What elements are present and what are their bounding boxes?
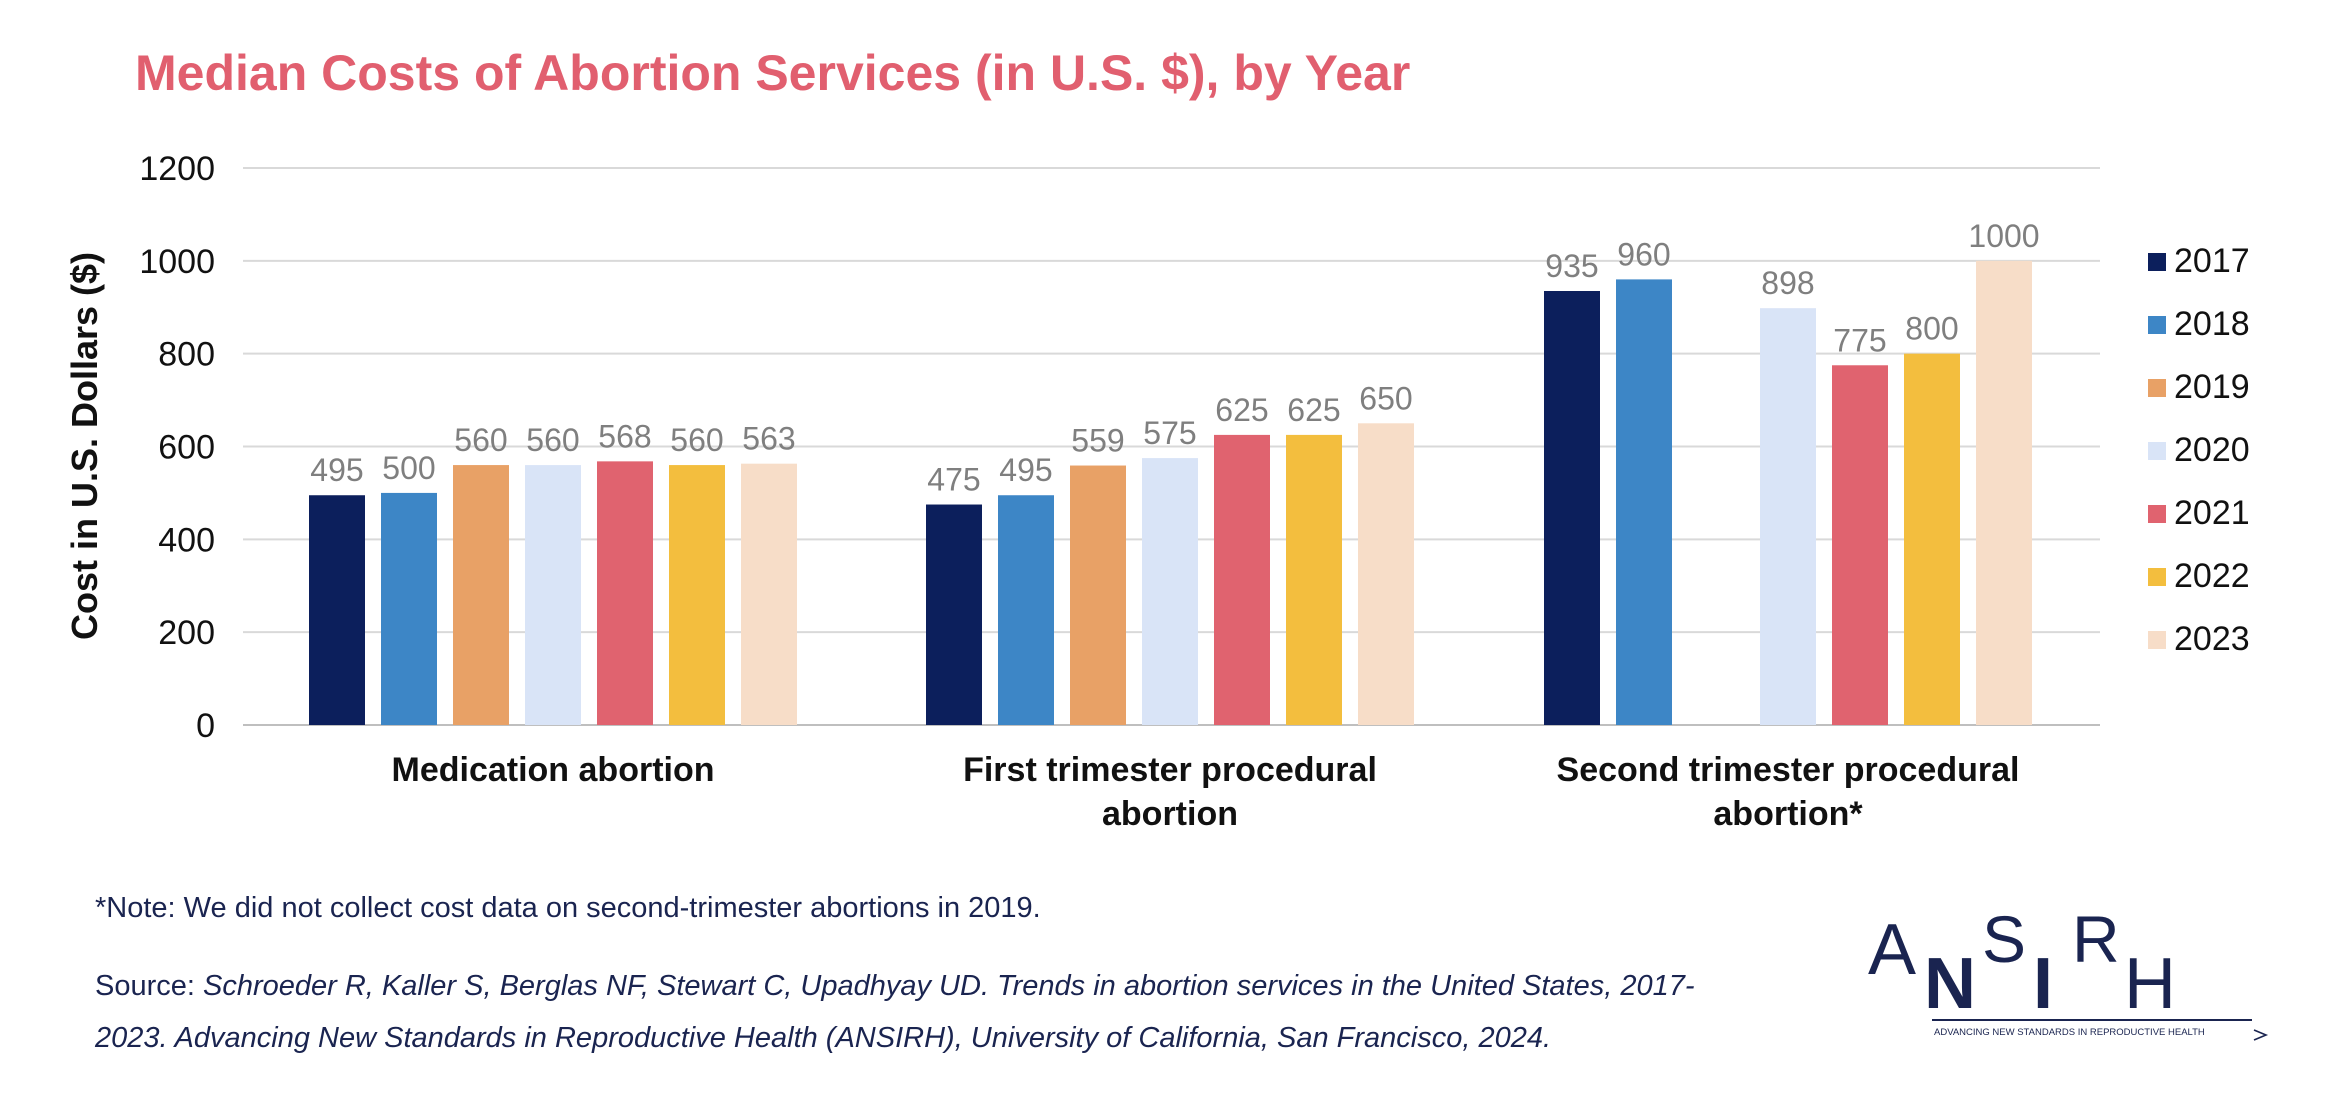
y-tick-label: 0 (196, 707, 215, 745)
source-text: Schroeder R, Kaller S, Berglas NF, Stewa… (95, 970, 1695, 1054)
bar (1544, 291, 1600, 725)
legend-item: 2020 (2148, 419, 2250, 482)
legend-swatch (2148, 567, 2166, 586)
legend-label: 2020 (2174, 431, 2250, 469)
legend-item: 2022 (2148, 545, 2250, 608)
legend-label: 2018 (2174, 305, 2250, 343)
y-axis-label: Cost in U.S. Dollars ($) (64, 251, 105, 641)
bar (669, 465, 725, 725)
x-tick-label-line: First trimester procedural (963, 751, 1377, 789)
x-tick-label-line: Medication abortion (391, 751, 715, 789)
chart-title: Median Costs of Abortion Services (in U.… (135, 45, 1411, 101)
data-label: 563 (742, 421, 795, 457)
data-label: 625 (1287, 392, 1340, 428)
data-label: 495 (999, 452, 1052, 488)
x-tick-label: Medication abortion (283, 748, 823, 792)
y-tick-label: 600 (158, 429, 215, 467)
logo-letter-h: H (2124, 944, 2176, 1024)
x-tick-label-line: abortion (1102, 795, 1238, 833)
data-label: 898 (1761, 265, 1814, 301)
bar (309, 495, 365, 725)
logo-arrow-icon (2253, 1029, 2269, 1041)
bar (1976, 260, 2032, 725)
legend-label: 2019 (2174, 368, 2250, 406)
data-label: 960 (1617, 236, 1670, 272)
y-tick-label: 800 (158, 336, 215, 374)
logo-letter-r: R (2072, 904, 2120, 976)
data-label: 560 (526, 422, 579, 458)
source-prefix: Source: (95, 970, 203, 1002)
legend-item: 2018 (2148, 293, 2250, 356)
logo-letter-i: I (2033, 944, 2053, 1024)
ansirh-logo: A N S I R H ADVANCING NEW STANDARDS IN R… (1868, 904, 2269, 1041)
x-tick-label: First trimester procedural abortion (900, 748, 1440, 836)
data-label: 500 (382, 450, 435, 486)
y-tick-label: 200 (158, 614, 215, 652)
logo-letter-s: S (1982, 904, 2026, 976)
x-tick-label-line: abortion* (1713, 795, 1863, 833)
data-label: 775 (1833, 322, 1886, 358)
data-label: 560 (670, 422, 723, 458)
x-tick-label-line: Second trimester procedural (1556, 751, 2020, 789)
bar (1142, 458, 1198, 725)
data-label: 568 (598, 418, 651, 454)
bar (525, 465, 581, 725)
legend-swatch (2148, 378, 2166, 397)
legend-swatch (2148, 252, 2166, 271)
data-label: 575 (1143, 415, 1196, 451)
bar (1214, 434, 1270, 725)
legend-swatch (2148, 315, 2166, 334)
data-label: 559 (1071, 423, 1124, 459)
y-tick-label: 1000 (139, 243, 215, 281)
logo-tagline: ADVANCING NEW STANDARDS IN REPRODUCTIVE … (1934, 1027, 2205, 1038)
legend-item: 2019 (2148, 356, 2250, 419)
bar (1286, 434, 1342, 725)
bar (926, 504, 982, 725)
x-tick-label: Second trimester procedural abortion* (1518, 748, 2058, 836)
legend-label: 2021 (2174, 494, 2250, 532)
legend-swatch (2148, 630, 2166, 649)
legend-swatch (2148, 441, 2166, 460)
legend-label: 2022 (2174, 557, 2250, 595)
bar (1760, 308, 1816, 725)
bar (1904, 353, 1960, 725)
y-tick-label: 400 (158, 521, 215, 559)
data-label: 475 (927, 462, 980, 498)
legend-item: 2023 (2148, 608, 2250, 671)
data-label: 800 (1905, 311, 1958, 347)
bar (597, 461, 653, 725)
bar (998, 495, 1054, 725)
data-label: 625 (1215, 392, 1268, 428)
bar (741, 463, 797, 725)
data-label: 935 (1545, 248, 1598, 284)
bar (1832, 365, 1888, 725)
chart-legend: 2017 2018 2019 2020 2021 2022 2023 (2148, 230, 2250, 671)
legend-item: 2021 (2148, 482, 2250, 545)
bar (381, 492, 437, 725)
logo-letter-a: A (1868, 910, 1916, 990)
footnote: *Note: We did not collect cost data on s… (95, 892, 1041, 924)
bar (453, 465, 509, 725)
legend-swatch (2148, 504, 2166, 523)
data-label: 1000 (1968, 218, 2039, 254)
logo-letter-n: N (1924, 944, 1976, 1024)
legend-item: 2017 (2148, 230, 2250, 293)
bar (1358, 423, 1414, 725)
bar (1070, 465, 1126, 725)
source-citation: Source: Schroeder R, Kaller S, Berglas N… (95, 960, 1735, 1064)
legend-label: 2017 (2174, 242, 2250, 280)
bar (1616, 279, 1672, 725)
data-label: 650 (1359, 380, 1412, 416)
data-label: 560 (454, 422, 507, 458)
y-tick-label: 1200 (139, 150, 215, 188)
data-label: 495 (310, 452, 363, 488)
legend-label: 2023 (2174, 620, 2250, 658)
